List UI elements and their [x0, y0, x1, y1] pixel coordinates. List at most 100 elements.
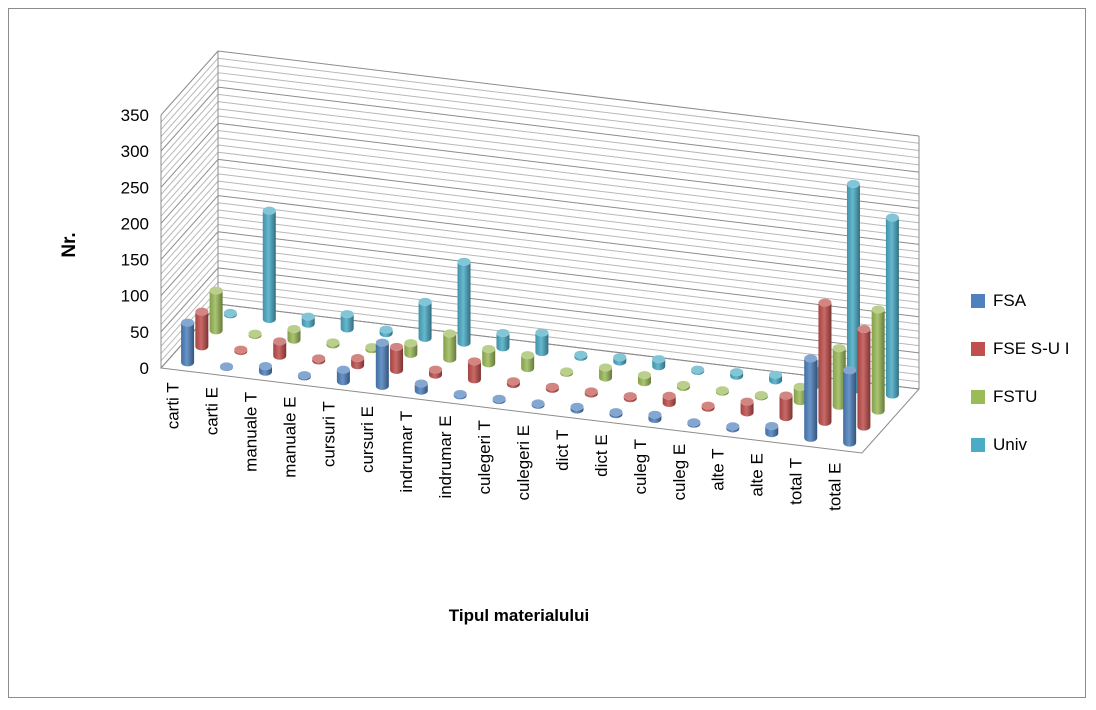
x-tick-label: culeg E	[670, 444, 689, 501]
bar-top	[793, 382, 807, 391]
bar-fsa	[648, 410, 662, 424]
bar-top	[223, 308, 237, 317]
bar-fse-s-u-i	[429, 365, 443, 379]
y-axis-title: Nr.	[59, 232, 80, 257]
bar-body	[818, 302, 832, 426]
gridline-back	[217, 86, 920, 173]
gridline-back	[217, 216, 920, 303]
bar-body	[691, 369, 705, 376]
gridline-side	[160, 267, 219, 333]
bar-body	[273, 341, 287, 360]
x-tick-label: manuale T	[241, 392, 260, 472]
bar-body	[287, 328, 301, 344]
bar-top	[248, 329, 262, 338]
gridline-back	[217, 93, 920, 180]
bar-top	[676, 380, 690, 389]
bar-fstu	[676, 380, 690, 392]
bar-top	[609, 408, 623, 417]
bar-top	[301, 312, 315, 321]
gridline-back	[217, 50, 920, 137]
gridline-side	[160, 57, 219, 123]
gridline-back	[217, 187, 920, 274]
gridlines	[160, 50, 920, 390]
bar-univ	[769, 370, 783, 385]
y-tick-label: 300	[121, 142, 149, 161]
bar-fsa	[258, 362, 272, 376]
bar-fsa	[843, 366, 857, 447]
bar-top	[220, 362, 234, 371]
bar-fse-s-u-i	[390, 342, 404, 374]
gridline-back	[217, 180, 920, 267]
bar-top	[637, 371, 651, 380]
bar-body	[531, 403, 545, 409]
bar-top	[375, 338, 389, 347]
bar-univ	[730, 368, 744, 380]
x-tick-label: carti T	[163, 382, 182, 429]
gridline-side	[160, 216, 219, 282]
bar-body	[220, 366, 234, 372]
bar-top	[846, 179, 860, 188]
bar-top	[262, 206, 276, 215]
bar-fsa	[453, 389, 467, 400]
bar-univ	[846, 179, 860, 394]
gridline-back	[217, 108, 920, 195]
gridline-side	[160, 231, 219, 297]
bar-fstu	[599, 363, 613, 382]
gridline-side	[160, 195, 219, 260]
bar-top	[379, 325, 393, 334]
bar-univ	[418, 297, 432, 342]
bar-top	[418, 297, 432, 306]
bar-top	[506, 377, 520, 386]
bar-body	[248, 333, 262, 340]
bar-body	[726, 426, 740, 433]
gridline-side	[160, 65, 219, 130]
bar-body	[613, 357, 627, 366]
bar-univ	[379, 325, 393, 338]
gridline-back	[217, 137, 920, 224]
bar-body	[701, 405, 715, 412]
gridline-back	[217, 289, 920, 376]
bar-top	[467, 357, 481, 366]
bar-body	[262, 210, 276, 324]
gridline-side	[160, 122, 219, 188]
gridline-side	[160, 173, 219, 239]
bar-fsa	[726, 422, 740, 433]
gridline-back	[217, 238, 920, 325]
gridline-side	[160, 180, 219, 246]
gridline-back	[217, 223, 920, 310]
x-tick-label: carti E	[202, 387, 221, 435]
bar-univ	[223, 308, 237, 319]
bar-fse-s-u-i	[273, 337, 287, 360]
bar-top	[701, 401, 715, 410]
x-tick-label: dict T	[553, 430, 572, 471]
bar-body	[258, 366, 272, 376]
bar-fsa	[220, 362, 234, 372]
bar-body	[482, 348, 496, 368]
gridline-back	[217, 252, 920, 339]
bar-fsa	[414, 379, 428, 395]
gridline-back	[217, 79, 920, 166]
bar-top	[885, 213, 899, 222]
bar-body	[623, 396, 637, 403]
gridline-back	[217, 231, 920, 318]
bar-top	[496, 328, 510, 337]
bar-body	[234, 349, 248, 356]
gridline-back	[217, 245, 920, 332]
y-tick-label: 0	[140, 359, 149, 378]
gridline-side	[160, 281, 219, 347]
gridline-back	[217, 202, 920, 289]
x-tick-label: culeg T	[631, 439, 650, 494]
legend-label: FSE S-U I	[993, 339, 1070, 358]
gridline-side	[160, 188, 219, 253]
bar-top	[390, 342, 404, 351]
bar-body	[740, 401, 754, 417]
bar-fsa	[765, 421, 779, 438]
bar-body	[652, 359, 666, 371]
bar-fstu	[871, 305, 885, 415]
y-tick-labels: 0 50 100 150 200 250 300 350	[121, 106, 149, 378]
x-tick-label: dict E	[592, 434, 611, 477]
bar-fsa	[297, 371, 311, 381]
bar-body	[301, 316, 315, 328]
gridline-side	[160, 253, 219, 318]
gridline-side	[160, 159, 219, 224]
